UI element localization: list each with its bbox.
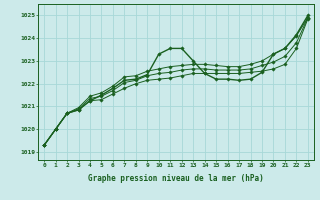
X-axis label: Graphe pression niveau de la mer (hPa): Graphe pression niveau de la mer (hPa)	[88, 174, 264, 183]
